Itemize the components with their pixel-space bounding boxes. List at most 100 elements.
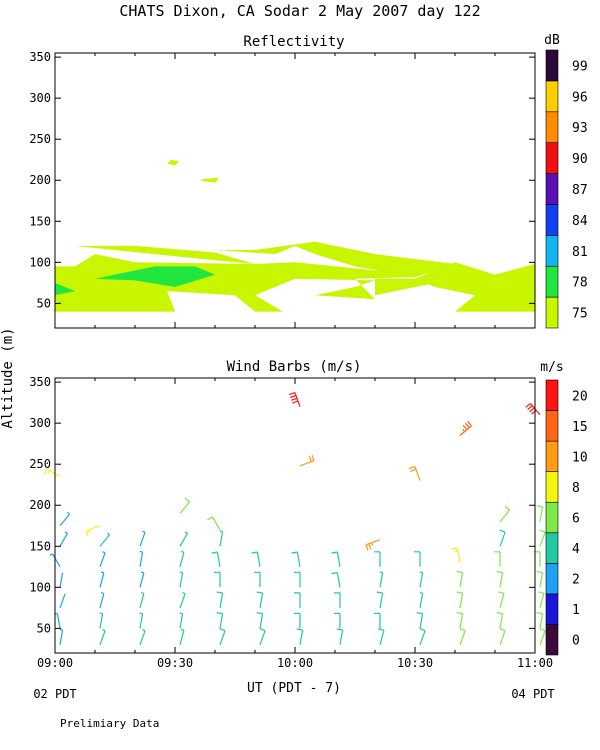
wind-barb xyxy=(251,551,261,567)
wind-colorbar: 0 1 2 4 6 8 10 15 20 xyxy=(545,379,588,656)
wind-barb xyxy=(497,591,505,609)
wind-colorbar-swatch xyxy=(545,593,559,625)
wind-colorbar-label: 10 xyxy=(572,450,588,465)
wind-barb xyxy=(211,551,221,567)
wind-barb xyxy=(179,571,184,588)
wind-colorbar-swatch xyxy=(545,563,559,595)
wind-barb xyxy=(179,612,184,629)
reflectivity-y-tick-label: 100 xyxy=(29,255,51,269)
wind-barb xyxy=(139,629,146,646)
reflectivity-colorbar-swatch xyxy=(545,204,559,236)
reflectivity-colorbar-unit: dB xyxy=(544,33,560,48)
wind-barb xyxy=(374,612,381,629)
reflectivity-region-75 xyxy=(215,241,455,278)
wind-barb xyxy=(456,570,464,588)
reflectivity-region-75 xyxy=(199,177,219,183)
reflectivity-colorbar-label: 99 xyxy=(572,59,588,74)
wind-barb xyxy=(43,468,61,478)
reflectivity-colorbar-swatch xyxy=(545,235,559,267)
reflectivity-colorbar-label: 96 xyxy=(572,90,588,105)
wind-barb xyxy=(99,629,106,646)
wind-barb xyxy=(536,505,544,522)
wind-y-tick-label: 300 xyxy=(29,416,51,430)
wind-barb xyxy=(459,420,472,436)
wind-y-tick-label: 200 xyxy=(29,498,51,512)
wind-barb xyxy=(499,628,506,646)
wind-y-tick-label: 250 xyxy=(29,457,51,471)
wind-barb xyxy=(331,551,341,567)
wind-barb xyxy=(414,551,421,567)
reflectivity-colorbar-label: 87 xyxy=(572,183,588,198)
wind-barb xyxy=(496,612,504,629)
wind-colorbar-swatch xyxy=(545,379,559,411)
wind-barb xyxy=(254,571,261,588)
footer-note: Prelimiary Data xyxy=(60,717,159,730)
wind-colorbar-swatch xyxy=(545,532,559,564)
wind-barb xyxy=(499,529,506,547)
wind-barb xyxy=(525,402,541,416)
wind-barb xyxy=(59,572,64,588)
wind-barb xyxy=(379,571,384,588)
wind-barb xyxy=(214,571,221,588)
wind-barb xyxy=(416,612,424,629)
wind-barb xyxy=(334,592,341,608)
wind-barb xyxy=(539,628,546,646)
wind-barbs-field xyxy=(43,392,546,646)
wind-colorbar-swatch xyxy=(545,624,559,656)
wind-barb xyxy=(259,628,266,646)
figure-title: CHATS Dixon, CA Sodar 2 May 2007 day 122 xyxy=(119,2,480,20)
wind-y-tick-label: 50 xyxy=(37,621,51,635)
wind-barb xyxy=(99,551,106,568)
reflectivity-x-axis xyxy=(54,53,536,328)
wind-barb xyxy=(294,612,301,629)
reflectivity-y-tick-label: 200 xyxy=(29,173,51,187)
wind-barb xyxy=(494,551,501,567)
wind-colorbar-label: 8 xyxy=(572,481,580,496)
wind-colorbar-label: 0 xyxy=(572,634,580,649)
wind-barb xyxy=(256,591,264,609)
wind-barb xyxy=(219,530,224,547)
wind-barb xyxy=(139,592,145,609)
reflectivity-colorbar-label: 75 xyxy=(572,307,588,322)
wind-barb xyxy=(179,497,191,514)
wind-barb xyxy=(179,550,185,567)
wind-barb xyxy=(334,612,341,629)
reflectivity-colorbar-label: 81 xyxy=(572,245,588,260)
reflectivity-region-78 xyxy=(95,266,215,287)
wind-colorbar-swatch xyxy=(545,410,559,442)
wind-plot-frame xyxy=(54,377,536,654)
reflectivity-colorbar-label: 90 xyxy=(572,152,588,167)
reflectivity-colorbar-swatch xyxy=(545,80,559,113)
wind-barb xyxy=(139,530,146,547)
wind-x-tick-label: 09:00 xyxy=(37,656,73,670)
reflectivity-region-78 xyxy=(55,282,75,296)
wind-colorbar-unit: m/s xyxy=(540,360,563,375)
wind-barb xyxy=(294,592,301,608)
reflectivity-y-axis: 50 100 150 200 250 300 350 xyxy=(29,50,535,310)
wind-barb xyxy=(365,539,381,551)
wind-barb xyxy=(294,571,301,588)
wind-colorbar-label: 1 xyxy=(572,603,580,618)
wind-colorbar-swatch xyxy=(545,501,559,534)
wind-barb xyxy=(59,593,66,609)
reflectivity-colorbar-swatch xyxy=(545,265,559,298)
wind-barb xyxy=(207,516,221,531)
wind-barbs-title: Wind Barbs (m/s) xyxy=(227,359,362,375)
wind-barb xyxy=(419,628,426,646)
wind-barb xyxy=(331,572,341,588)
wind-barb xyxy=(179,628,185,645)
wind-barb xyxy=(256,612,264,629)
wind-barb xyxy=(296,628,304,645)
wind-barb xyxy=(496,570,504,588)
wind-barb xyxy=(59,511,71,527)
x-sublabel-right: 04 PDT xyxy=(511,687,554,701)
wind-barb xyxy=(419,592,424,609)
wind-barb xyxy=(291,551,301,567)
reflectivity-colorbar-swatch xyxy=(545,296,559,329)
wind-barb xyxy=(377,628,385,645)
wind-barb xyxy=(99,532,111,547)
wind-colorbar-label: 4 xyxy=(572,542,580,557)
wind-barb xyxy=(99,571,105,588)
wind-barb xyxy=(219,628,226,646)
